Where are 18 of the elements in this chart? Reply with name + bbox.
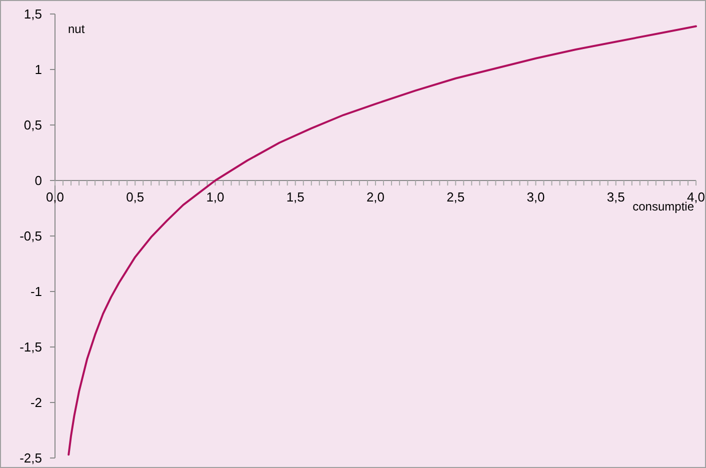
x-tick-label: 3,0 [526, 190, 545, 204]
y-tick-label: 0,5 [24, 118, 42, 133]
x-tick-label: 1,5 [286, 190, 304, 204]
y-axis-title: nut [68, 22, 86, 36]
y-tick-label: 1,5 [24, 6, 42, 22]
y-tick-label: -2,5 [20, 450, 42, 466]
y-tick-label: -1 [30, 284, 42, 300]
x-tick-label: 0,0 [46, 190, 64, 204]
x-tick-label: 0,5 [126, 190, 144, 204]
y-tick-label: -0,5 [20, 228, 42, 244]
y-tick-label: -2 [30, 395, 42, 410]
x-tick-label: 2,5 [446, 190, 465, 204]
y-tick-label: 0 [34, 173, 42, 188]
x-tick-label: 1,0 [206, 190, 224, 204]
x-tick-label: 2,0 [366, 190, 385, 204]
y-tick-label: -1,5 [20, 340, 42, 355]
y-tick-label: 1 [34, 62, 42, 78]
x-tick-label: 3,5 [606, 190, 625, 204]
